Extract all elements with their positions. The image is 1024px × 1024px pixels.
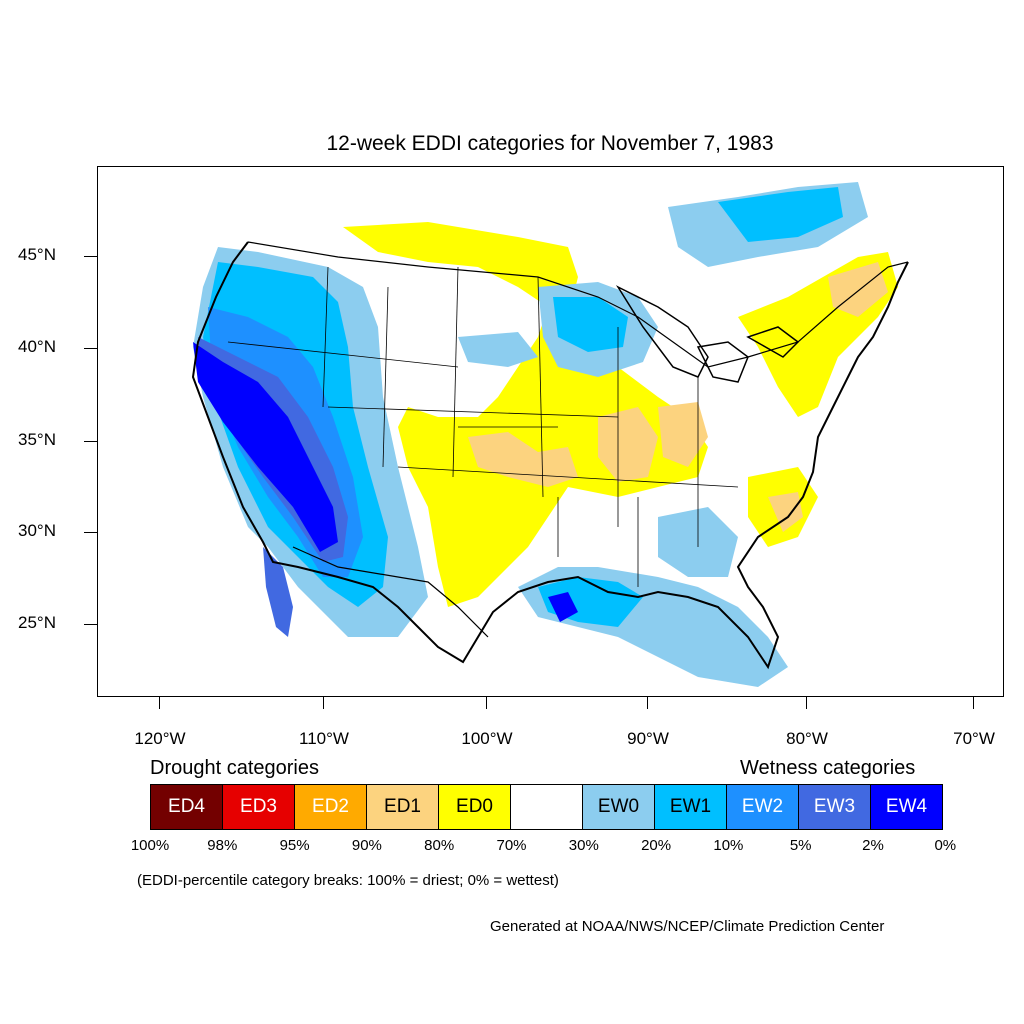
legend-box-ed4: ED4 xyxy=(150,784,223,830)
drought-heading: Drought categories xyxy=(150,757,319,779)
ohio-ed1-region xyxy=(658,402,708,467)
lon-tick xyxy=(486,697,487,709)
legend-break-label: 2% xyxy=(862,837,884,854)
wetness-heading: Wetness categories xyxy=(740,757,916,779)
lat-tick xyxy=(84,256,97,257)
lat-label-35: 35°N xyxy=(18,430,56,449)
legend-box-ed1: ED1 xyxy=(366,784,439,830)
legend-box-neutral xyxy=(510,784,583,830)
midwest-ed1-region xyxy=(598,407,658,482)
map-title: 12-week EDDI categories for November 7, … xyxy=(326,132,774,155)
legend-box-ed2: ED2 xyxy=(294,784,367,830)
lat-tick xyxy=(84,348,97,349)
lon-label-100: 100°W xyxy=(461,729,513,748)
legend-break-label: 98% xyxy=(207,837,238,854)
baja-ew3-region xyxy=(263,547,293,637)
plains-ed0-region xyxy=(343,222,708,607)
legend-box-ew1: EW1 xyxy=(654,784,727,830)
us-canada-border xyxy=(247,241,909,368)
lat-label-30: 30°N xyxy=(18,521,56,540)
legend-break-label: 90% xyxy=(351,837,382,854)
north-plains-ew0-region xyxy=(458,332,538,367)
legend-break-label: 80% xyxy=(424,837,455,854)
legend-box-ew4: EW4 xyxy=(870,784,943,830)
us-mexico-border xyxy=(292,546,489,638)
lon-tick xyxy=(806,697,807,709)
us-coastline xyxy=(191,241,909,670)
legend-break-label: 20% xyxy=(641,837,672,854)
legend-break-label: 70% xyxy=(496,837,527,854)
eddi-map xyxy=(97,166,1004,697)
lat-label-45: 45°N xyxy=(18,245,56,264)
lon-label-80: 80°W xyxy=(786,729,828,748)
lon-tick xyxy=(159,697,160,709)
legend-box-ed3: ED3 xyxy=(222,784,295,830)
legend-box-ew3: EW3 xyxy=(798,784,871,830)
legend-break-label: 10% xyxy=(713,837,744,854)
lon-label-110: 110°W xyxy=(299,729,349,748)
category-legend: ED4 ED3 ED2 ED1 ED0 EW0 EW1 EW2 EW3 EW4 xyxy=(150,784,943,830)
legend-break-label: 100% xyxy=(130,837,170,854)
upper-midwest-ew1-region xyxy=(553,297,628,352)
legend-break-label: 30% xyxy=(568,837,599,854)
state-borders xyxy=(227,266,739,587)
lat-tick xyxy=(84,441,97,442)
west-ew4-region xyxy=(193,342,338,552)
lon-tick xyxy=(647,697,648,709)
lon-label-70: 70°W xyxy=(953,729,995,748)
canada-ew1-region xyxy=(718,187,843,242)
legend-box-ew2: EW2 xyxy=(726,784,799,830)
legend-note: (EDDI-percentile category breaks: 100% =… xyxy=(137,872,559,889)
lat-label-25: 25°N xyxy=(18,613,56,632)
texas-ew4-region xyxy=(548,592,578,622)
lon-tick xyxy=(973,697,974,709)
lon-label-120: 120°W xyxy=(134,729,186,748)
lat-label-40: 40°N xyxy=(18,337,56,356)
legend-box-ew0: EW0 xyxy=(582,784,655,830)
map-canvas xyxy=(191,182,909,687)
plains-ed1-region xyxy=(468,432,578,487)
lat-tick xyxy=(84,532,97,533)
credit-line: Generated at NOAA/NWS/NCEP/Climate Predi… xyxy=(490,918,885,935)
lat-tick xyxy=(84,624,97,625)
legend-break-label: 95% xyxy=(279,837,310,854)
legend-box-ed0: ED0 xyxy=(438,784,511,830)
carolina-ed1-region xyxy=(768,492,803,532)
legend-break-label: 0% xyxy=(934,837,957,854)
legend-break-label: 5% xyxy=(789,837,812,854)
lon-label-90: 90°W xyxy=(627,729,669,748)
lon-tick xyxy=(323,697,324,709)
